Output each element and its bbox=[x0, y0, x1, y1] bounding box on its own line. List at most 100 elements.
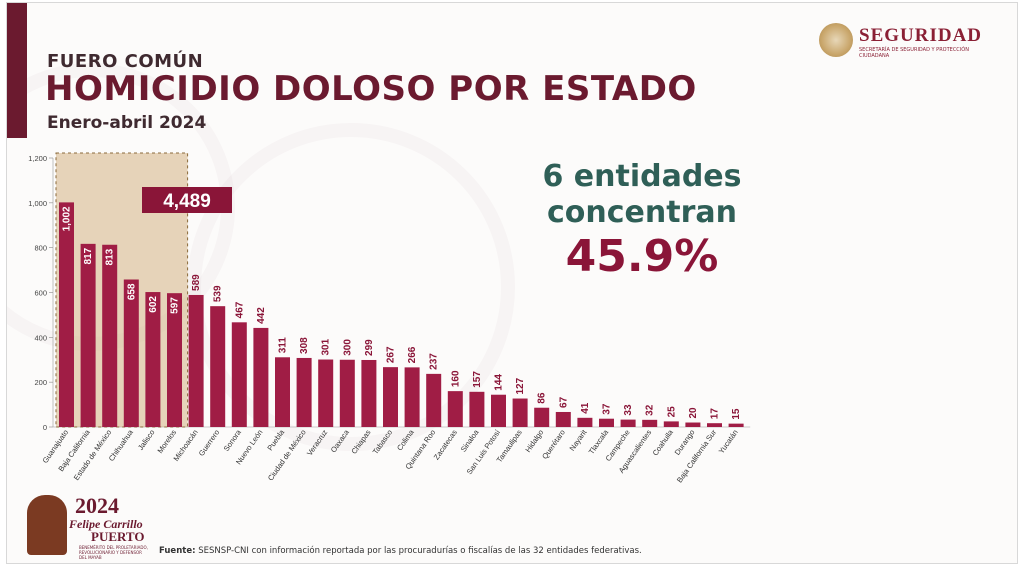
logo-subtitle: SECRETARÍA DE SEGURIDAD Y PROTECCIÓN CIU… bbox=[859, 47, 969, 59]
total-badge: 4,489 bbox=[142, 187, 232, 213]
category-label: Puebla bbox=[265, 427, 286, 452]
category-label: Oaxaca bbox=[329, 427, 352, 454]
period-label: Enero-abril 2024 bbox=[47, 113, 207, 133]
category-label: Sinaloa bbox=[459, 427, 481, 453]
value-label: 658 bbox=[126, 283, 137, 300]
highlight-line-2: concentran bbox=[547, 195, 737, 230]
category-label: Baja California Sur bbox=[675, 428, 719, 485]
value-label: 1,002 bbox=[62, 206, 73, 231]
bar bbox=[80, 243, 96, 427]
bar bbox=[145, 292, 161, 427]
value-label: 17 bbox=[710, 408, 721, 420]
value-label: 32 bbox=[645, 404, 656, 416]
y-tick-label: 1,200 bbox=[28, 154, 47, 163]
logo-name: Felipe Carrillo bbox=[69, 517, 143, 531]
value-label: 41 bbox=[580, 402, 591, 414]
value-label: 467 bbox=[234, 301, 245, 318]
bar bbox=[577, 417, 593, 427]
value-label: 157 bbox=[472, 371, 483, 388]
bar bbox=[167, 293, 182, 427]
category-label: Hidalgo bbox=[523, 428, 545, 454]
category-label: Coahuila bbox=[651, 427, 676, 457]
bar bbox=[383, 367, 398, 427]
bar bbox=[404, 367, 420, 427]
bar bbox=[253, 327, 269, 427]
y-tick-label: 800 bbox=[34, 244, 47, 253]
bar bbox=[534, 407, 550, 427]
value-label: 160 bbox=[450, 370, 461, 387]
category-label: Sonora bbox=[222, 427, 244, 453]
accent-bar bbox=[7, 3, 27, 138]
bar bbox=[339, 359, 355, 427]
source-note: Fuente: SESNSP-CNI con información repor… bbox=[159, 546, 642, 556]
category-label: Tabasco bbox=[371, 428, 394, 456]
bar bbox=[555, 411, 571, 427]
bar bbox=[296, 357, 312, 427]
value-label: 442 bbox=[256, 307, 267, 324]
value-label: 311 bbox=[278, 337, 289, 354]
bar bbox=[102, 244, 118, 427]
value-label: 301 bbox=[321, 338, 332, 355]
anniversary-logo: 2024 Felipe Carrillo PUERTO BENEMÉRITO D… bbox=[23, 493, 153, 560]
highlight-text: 6 entidades concentran bbox=[507, 159, 777, 231]
category-label: Morelos bbox=[155, 428, 178, 455]
value-label: 25 bbox=[666, 406, 677, 418]
bar bbox=[663, 421, 679, 427]
slide: FUERO COMÚN HOMICIDIO DOLOSO POR ESTADO … bbox=[6, 2, 1018, 564]
bar bbox=[707, 423, 722, 427]
highlight-percent: 45.9% bbox=[565, 231, 719, 282]
y-tick-label: 600 bbox=[34, 289, 47, 298]
logo-caption: BENEMÉRITO DEL PROLETARIADO, REVOLUCIONA… bbox=[79, 545, 148, 560]
value-label: 602 bbox=[148, 296, 159, 313]
value-label: 817 bbox=[83, 247, 94, 264]
bar bbox=[685, 422, 701, 427]
source-label: Fuente: bbox=[159, 546, 196, 556]
value-label: 67 bbox=[558, 396, 569, 408]
highlight-line-1: 6 entidades bbox=[542, 159, 742, 194]
value-label: 20 bbox=[688, 407, 699, 419]
page-title: HOMICIDIO DOLOSO POR ESTADO bbox=[45, 69, 697, 109]
value-label: 300 bbox=[342, 339, 353, 356]
bar bbox=[231, 322, 247, 427]
bar bbox=[599, 418, 614, 427]
bar bbox=[188, 294, 204, 427]
value-label: 539 bbox=[213, 285, 224, 302]
value-label: 144 bbox=[494, 374, 505, 391]
bar bbox=[210, 306, 226, 427]
value-label: 308 bbox=[299, 337, 310, 354]
bar bbox=[447, 391, 463, 427]
category-label: Chiapas bbox=[349, 428, 372, 456]
bar bbox=[123, 279, 139, 427]
source-text: SESNSP-CNI con información reportada por… bbox=[198, 546, 642, 556]
bar bbox=[59, 202, 74, 427]
portrait-icon bbox=[27, 495, 67, 555]
value-label: 266 bbox=[407, 346, 418, 363]
category-label: Yucatán bbox=[717, 428, 740, 455]
seguridad-logo: SEGURIDAD SECRETARÍA DE SEGURIDAD Y PROT… bbox=[819, 21, 999, 61]
value-label: 127 bbox=[515, 377, 526, 394]
value-label: 33 bbox=[623, 404, 634, 416]
section-label: FUERO COMÚN bbox=[47, 51, 204, 72]
bar bbox=[426, 373, 442, 427]
y-tick-label: 200 bbox=[34, 378, 47, 387]
bar bbox=[275, 357, 290, 427]
category-label: Veracruz bbox=[305, 428, 329, 458]
value-label: 597 bbox=[170, 297, 181, 314]
bar bbox=[728, 423, 744, 427]
category-label: Nayarit bbox=[568, 427, 590, 452]
category-label: Jalisco bbox=[136, 428, 157, 452]
bar bbox=[361, 359, 377, 427]
category-label: Guerrero bbox=[197, 428, 222, 458]
value-label: 237 bbox=[429, 353, 440, 370]
total-value: 4,489 bbox=[163, 191, 211, 212]
value-label: 86 bbox=[537, 392, 548, 404]
value-label: 37 bbox=[602, 403, 613, 415]
value-label: 267 bbox=[386, 346, 397, 363]
bar bbox=[491, 394, 506, 427]
logo-title: SEGURIDAD bbox=[859, 25, 983, 46]
y-tick-label: 1,000 bbox=[28, 199, 47, 208]
bar bbox=[620, 419, 636, 427]
logo-surname: PUERTO bbox=[91, 529, 145, 544]
value-label: 15 bbox=[731, 408, 742, 420]
